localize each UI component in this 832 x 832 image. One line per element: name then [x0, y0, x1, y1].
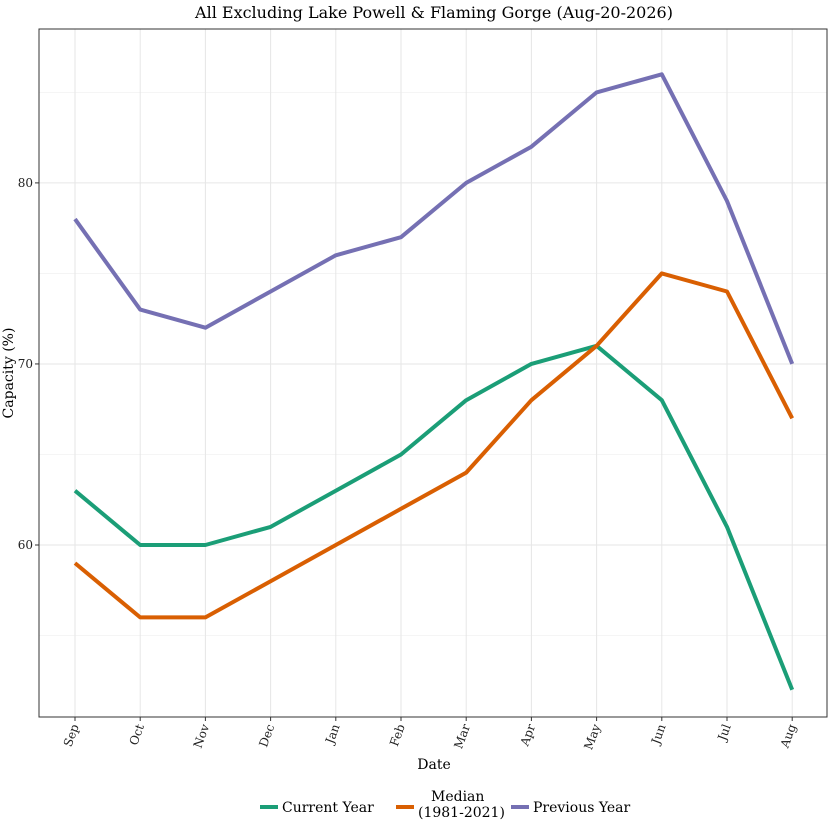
x-tick-label: Jul: [714, 722, 733, 744]
x-tick-label: Dec: [256, 722, 277, 749]
legend-label-0: Current Year: [282, 800, 374, 816]
x-axis-title: Date: [417, 757, 450, 773]
series-line-1: [73, 271, 794, 620]
series-lines: [73, 72, 795, 691]
legend-label-1: Median (1981-2021): [418, 789, 505, 821]
x-tick-label: Sep: [61, 722, 82, 749]
series-line-2: [73, 72, 795, 365]
x-tick-label: Mar: [451, 722, 473, 751]
x-tick-label: Apr: [517, 722, 538, 749]
x-tick-label: May: [581, 722, 603, 752]
legend: Current Year Median (1981-2021) Previous Ye…: [260, 789, 631, 821]
x-tick-label: Jan: [322, 722, 343, 747]
y-axis-ticks: 60 70 80: [18, 176, 39, 552]
x-axis-ticks: Sep Oct Nov Dec Jan Feb Mar Apr May Jun Jul Aug: [61, 717, 799, 752]
x-tick-label: Jun: [648, 722, 669, 748]
x-tick-label: Feb: [387, 722, 408, 748]
x-tick-label: Aug: [777, 722, 799, 751]
legend-label-2: Previous Year: [533, 800, 631, 816]
y-axis-title: Capacity (%): [1, 328, 17, 419]
y-tick-label: 60: [18, 538, 33, 552]
chart-title: All Excluding Lake Powell & Flaming Gorg…: [194, 3, 673, 22]
y-tick-label: 80: [18, 176, 33, 190]
series-line-0: [73, 343, 795, 691]
x-tick-label: Nov: [191, 722, 213, 750]
y-tick-label: 70: [18, 357, 33, 371]
plot-panel-border: [38, 28, 828, 718]
grid: [39, 29, 827, 717]
x-tick-label: Oct: [127, 722, 148, 747]
